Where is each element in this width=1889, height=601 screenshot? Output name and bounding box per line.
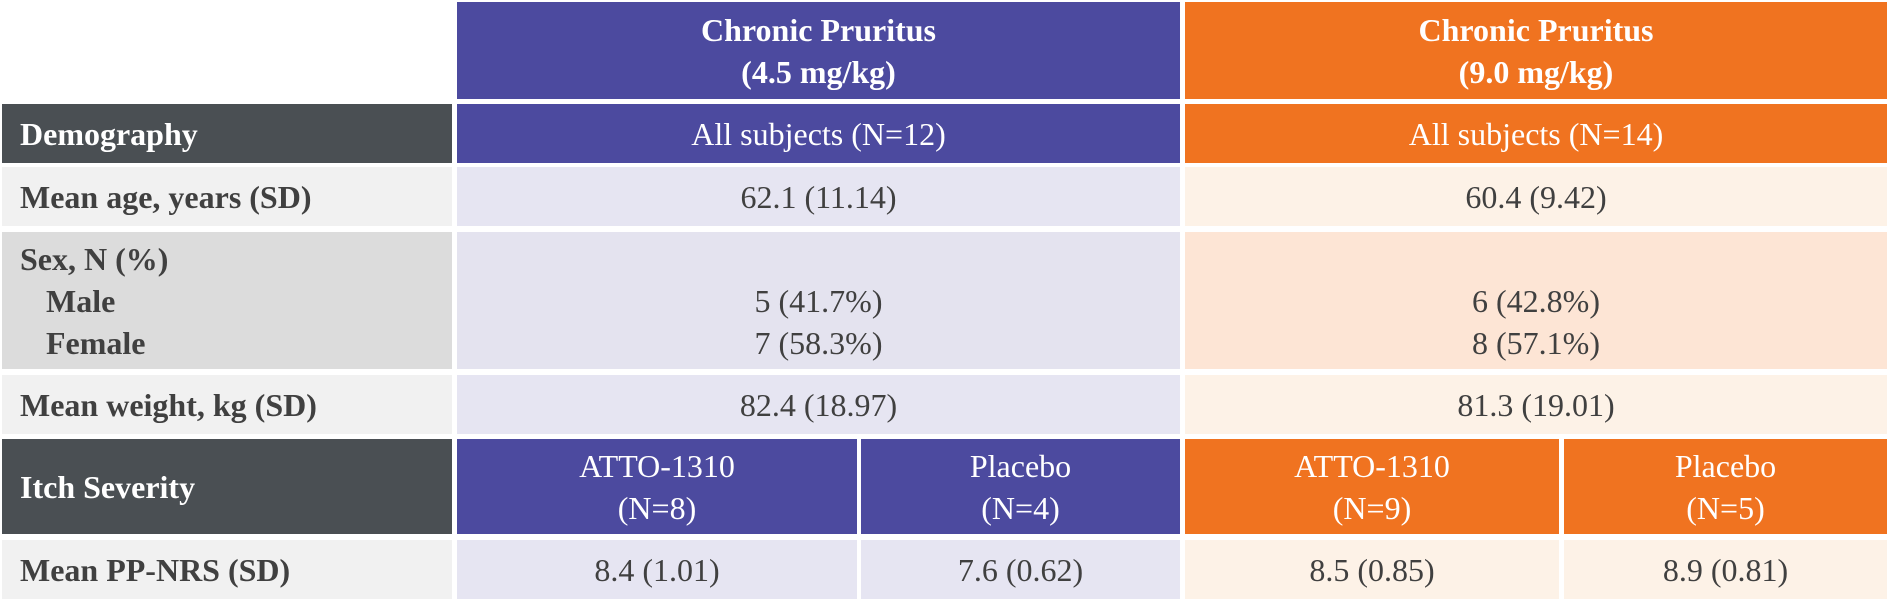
itch-4-5mg-placebo-name: Placebo bbox=[969, 447, 1072, 484]
row-label-pp-nrs: Mean PP-NRS (SD) bbox=[2, 540, 452, 599]
age-col-9-0mg: 60.4 (9.42) bbox=[1185, 167, 1887, 226]
sex-female-value-4-5mg: 7 (58.3%) bbox=[754, 324, 883, 361]
row-label-itch-severity-text: Itch Severity bbox=[20, 468, 196, 505]
itch-9-0mg-atto: ATTO-1310 (N=9) bbox=[1185, 439, 1559, 534]
sex-female-label: Female bbox=[46, 324, 146, 361]
pp-nrs-4-5mg-atto: 8.4 (1.01) bbox=[457, 540, 857, 599]
row-label-sex: Sex, N (%) Male Female bbox=[2, 232, 452, 369]
sex-col-9-0mg: 6 (42.8%) 8 (57.1%) bbox=[1185, 232, 1887, 369]
sex-label-text: Sex, N (%) bbox=[20, 240, 169, 277]
pp-nrs-9-0mg-atto: 8.5 (0.85) bbox=[1185, 540, 1559, 599]
itch-4-5mg-placebo-n: (N=4) bbox=[981, 489, 1060, 526]
pp-nrs-9-0mg-placebo: 8.9 (0.81) bbox=[1564, 540, 1887, 599]
sex-male-label: Male bbox=[46, 282, 116, 319]
demography-col-9-0mg: All subjects (N=14) bbox=[1185, 104, 1887, 163]
sex-male-value-4-5mg: 5 (41.7%) bbox=[754, 282, 883, 319]
row-label-pp-nrs-text: Mean PP-NRS (SD) bbox=[20, 551, 291, 588]
demography-col-4-5mg: All subjects (N=12) bbox=[457, 104, 1180, 163]
row-label-demography: Demography bbox=[2, 104, 452, 163]
header-col-9-0mg-dose: (9.0 mg/kg) bbox=[1458, 53, 1614, 90]
pp-nrs-4-5mg-placebo: 7.6 (0.62) bbox=[861, 540, 1180, 599]
itch-4-5mg-atto-name: ATTO-1310 bbox=[579, 447, 735, 484]
itch-4-5mg-atto: ATTO-1310 (N=8) bbox=[457, 439, 857, 534]
row-label-itch-severity: Itch Severity bbox=[2, 439, 452, 534]
age-col-4-5mg: 62.1 (11.14) bbox=[457, 167, 1180, 226]
itch-9-0mg-placebo-n: (N=5) bbox=[1686, 489, 1765, 526]
weight-col-4-5mg: 82.4 (18.97) bbox=[457, 375, 1180, 434]
row-label-age: Mean age, years (SD) bbox=[2, 167, 452, 226]
row-label-weight-text: Mean weight, kg (SD) bbox=[20, 386, 317, 423]
header-col-9-0mg: Chronic Pruritus (9.0 mg/kg) bbox=[1185, 2, 1887, 99]
row-label-age-text: Mean age, years (SD) bbox=[20, 178, 312, 215]
itch-9-0mg-atto-n: (N=9) bbox=[1332, 489, 1412, 526]
itch-9-0mg-placebo: Placebo (N=5) bbox=[1564, 439, 1887, 534]
row-label-demography-text: Demography bbox=[20, 115, 198, 152]
itch-9-0mg-placebo-name: Placebo bbox=[1674, 447, 1777, 484]
sex-col-4-5mg: 5 (41.7%) 7 (58.3%) bbox=[457, 232, 1180, 369]
weight-col-9-0mg: 81.3 (19.01) bbox=[1185, 375, 1887, 434]
header-col-9-0mg-title: Chronic Pruritus bbox=[1418, 11, 1654, 48]
itch-4-5mg-atto-n: (N=8) bbox=[617, 489, 697, 526]
sex-male-value-9-0mg: 6 (42.8%) bbox=[1472, 282, 1600, 319]
row-label-weight: Mean weight, kg (SD) bbox=[2, 375, 452, 434]
header-col-4-5mg-dose: (4.5 mg/kg) bbox=[741, 53, 896, 90]
header-col-4-5mg: Chronic Pruritus (4.5 mg/kg) bbox=[457, 2, 1180, 99]
itch-9-0mg-atto-name: ATTO-1310 bbox=[1294, 447, 1450, 484]
header-col-4-5mg-title: Chronic Pruritus bbox=[701, 11, 936, 48]
itch-4-5mg-placebo: Placebo (N=4) bbox=[861, 439, 1180, 534]
sex-female-value-9-0mg: 8 (57.1%) bbox=[1472, 324, 1600, 361]
